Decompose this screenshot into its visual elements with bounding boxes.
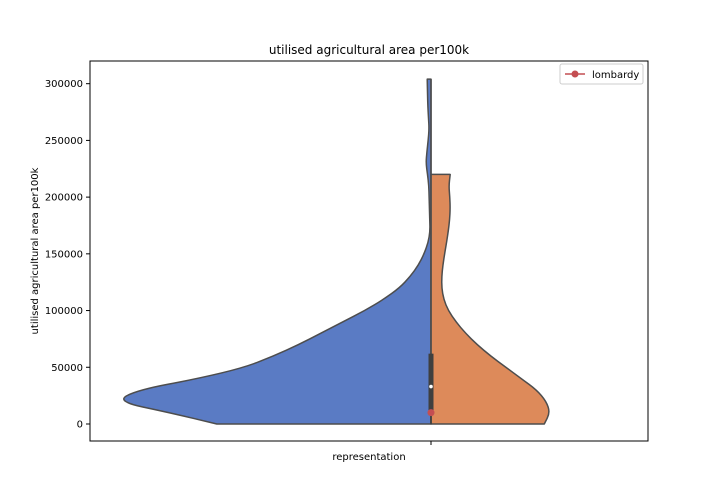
y-tick-label: 0 [77,419,83,430]
box-iqr [428,353,434,411]
x-category-label: representation [332,452,405,463]
violin-right-half [430,173,550,425]
legend-box [559,63,644,85]
y-tick-label: 300000 [45,79,83,90]
y-axis-label: utilised agricultural area per100k [30,167,41,334]
box-median-dot [429,384,433,389]
chart-title: utilised agricultural area per100k [269,43,469,57]
y-tick-label: 150000 [45,249,83,260]
y-tick-label: 200000 [45,193,83,204]
legend-label-lombardy: lombardy [592,70,639,81]
lombardy-point [427,409,435,417]
y-tick-label: 50000 [51,363,83,374]
legend: lombardy [559,63,644,85]
y-tick-label: 250000 [45,136,83,147]
violin-left-half [123,78,432,425]
legend-dot-marker [571,70,579,78]
y-axis: 0 50000 100000 150000 200000 250000 300000 [45,79,90,430]
y-tick-label: 100000 [45,306,83,317]
violin-layer [123,78,550,425]
